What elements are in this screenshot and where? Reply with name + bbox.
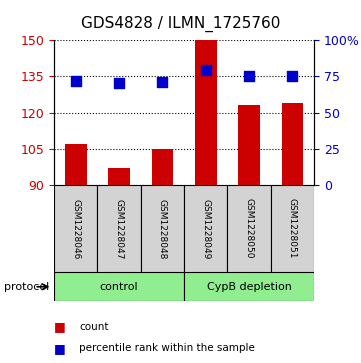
- Point: [73, 78, 79, 83]
- Text: ■: ■: [54, 320, 66, 333]
- Bar: [54, 185, 97, 272]
- Bar: [195, 40, 217, 185]
- Bar: [108, 168, 130, 185]
- Bar: [184, 272, 314, 301]
- Point: [246, 73, 252, 79]
- Text: GSM1228046: GSM1228046: [71, 199, 80, 259]
- Point: [203, 68, 209, 73]
- Text: percentile rank within the sample: percentile rank within the sample: [79, 343, 255, 354]
- Text: GDS4828 / ILMN_1725760: GDS4828 / ILMN_1725760: [81, 16, 280, 32]
- Point: [160, 79, 165, 85]
- Text: GSM1228051: GSM1228051: [288, 199, 297, 259]
- Bar: [152, 149, 173, 185]
- Text: GSM1228047: GSM1228047: [115, 199, 123, 259]
- Point: [116, 81, 122, 86]
- Text: protocol: protocol: [4, 282, 49, 292]
- Bar: [97, 185, 141, 272]
- Text: GSM1228050: GSM1228050: [245, 199, 253, 259]
- Text: GSM1228049: GSM1228049: [201, 199, 210, 259]
- Bar: [238, 105, 260, 185]
- Text: CypB depletion: CypB depletion: [206, 282, 292, 292]
- Bar: [65, 144, 87, 185]
- Text: GSM1228048: GSM1228048: [158, 199, 167, 259]
- Bar: [227, 185, 271, 272]
- Text: control: control: [100, 282, 138, 292]
- Text: ■: ■: [54, 342, 66, 355]
- Bar: [282, 103, 303, 185]
- Bar: [54, 272, 184, 301]
- Point: [290, 73, 295, 79]
- Bar: [184, 185, 227, 272]
- Bar: [141, 185, 184, 272]
- Bar: [271, 185, 314, 272]
- Text: count: count: [79, 322, 109, 332]
